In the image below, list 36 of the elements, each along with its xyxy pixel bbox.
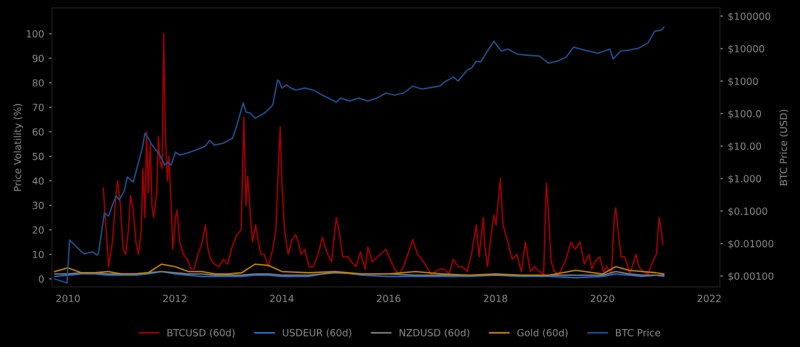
y2-tick-label: $0.01000 xyxy=(728,240,774,249)
y-tick-label: 80 xyxy=(32,79,44,87)
y-tick-label: 60 xyxy=(32,128,44,136)
line-series xyxy=(54,263,665,276)
y-axis-title: Price Volatility (%) xyxy=(14,104,24,191)
x-tick-label: 2018 xyxy=(484,294,508,302)
legend-label: BTC Price xyxy=(616,328,660,336)
y2-tick-label: $10.00 xyxy=(728,142,762,152)
y-tick-label: 40 xyxy=(32,177,44,185)
x-tick-label: 2014 xyxy=(270,294,294,302)
y2-tick-label: $1.000 xyxy=(728,174,762,184)
y2-tick-label: $100.0 xyxy=(728,110,762,119)
y2-tick-label: $100000 xyxy=(728,12,770,22)
y2-tick-label: $1000 xyxy=(728,77,758,86)
legend-label: USDEUR (60d) xyxy=(282,328,352,338)
legend-label: Gold (60d) xyxy=(517,328,568,338)
y-tick-label: 10 xyxy=(33,250,44,258)
y2-axis-title: BTC Price (USD) xyxy=(780,110,788,186)
y2-tick-label: $10000 xyxy=(728,44,764,54)
x-tick-label: 2020 xyxy=(590,294,614,302)
legend-label: NZDUSD (60d) xyxy=(400,328,470,338)
y-tick-label: 50 xyxy=(32,152,44,160)
x-tick-label: 2016 xyxy=(377,294,400,302)
legend-label: BTCUSD (60d) xyxy=(168,328,235,338)
y-tick-label: 30 xyxy=(32,202,44,210)
y-tick-label: 20 xyxy=(32,226,44,234)
x-tick-label: 2012 xyxy=(163,294,186,302)
y2-tick-label: $0.00100 xyxy=(728,272,774,282)
x-tick-label: 2010 xyxy=(56,294,80,302)
y-tick-label: 0 xyxy=(38,275,44,283)
y-tick-label: 90 xyxy=(32,54,44,62)
line-series xyxy=(54,270,665,278)
y-tick-label: 70 xyxy=(32,104,44,112)
y2-tick-label: $0.1000 xyxy=(728,207,768,216)
y-tick-label: 100 xyxy=(26,30,44,38)
x-tick-label: 2022 xyxy=(698,294,721,302)
